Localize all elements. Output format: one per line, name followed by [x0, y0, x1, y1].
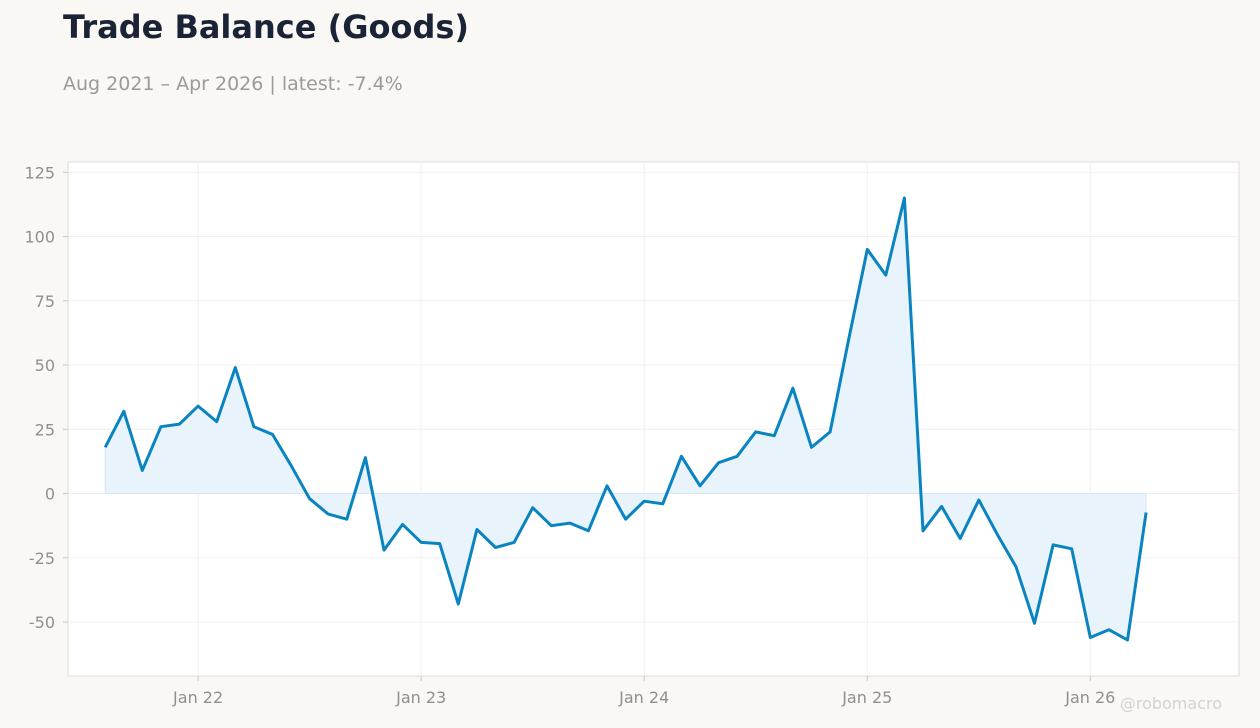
- series-points: [105, 197, 1147, 641]
- y-tick-label: 100: [24, 228, 55, 247]
- y-tick-label: -50: [29, 613, 55, 632]
- x-tick-label: Jan 22: [172, 688, 223, 707]
- y-tick-label: 125: [24, 163, 55, 182]
- y-tick-label: 0: [45, 485, 55, 504]
- watermark: @robomacro: [1119, 694, 1222, 713]
- x-axis: Jan 22 Jan 23 Jan 24 Jan 25 Jan 26: [172, 676, 1115, 707]
- y-tick-label: 50: [35, 356, 55, 375]
- x-tick-label: Jan 26: [1064, 688, 1115, 707]
- x-tick-label: Jan 24: [618, 688, 669, 707]
- y-tick-label: -25: [29, 549, 55, 568]
- y-tick-label: 75: [35, 292, 55, 311]
- y-axis: -50 -25 0 25 50 75 100 125: [24, 163, 68, 632]
- chart-title: Trade Balance (Goods): [63, 8, 470, 46]
- y-tick-label: 25: [35, 420, 55, 439]
- x-tick-label: Jan 23: [395, 688, 446, 707]
- chart-subtitle: Aug 2021 – Apr 2026 | latest: -7.4%: [63, 73, 403, 95]
- x-tick-label: Jan 25: [841, 688, 892, 707]
